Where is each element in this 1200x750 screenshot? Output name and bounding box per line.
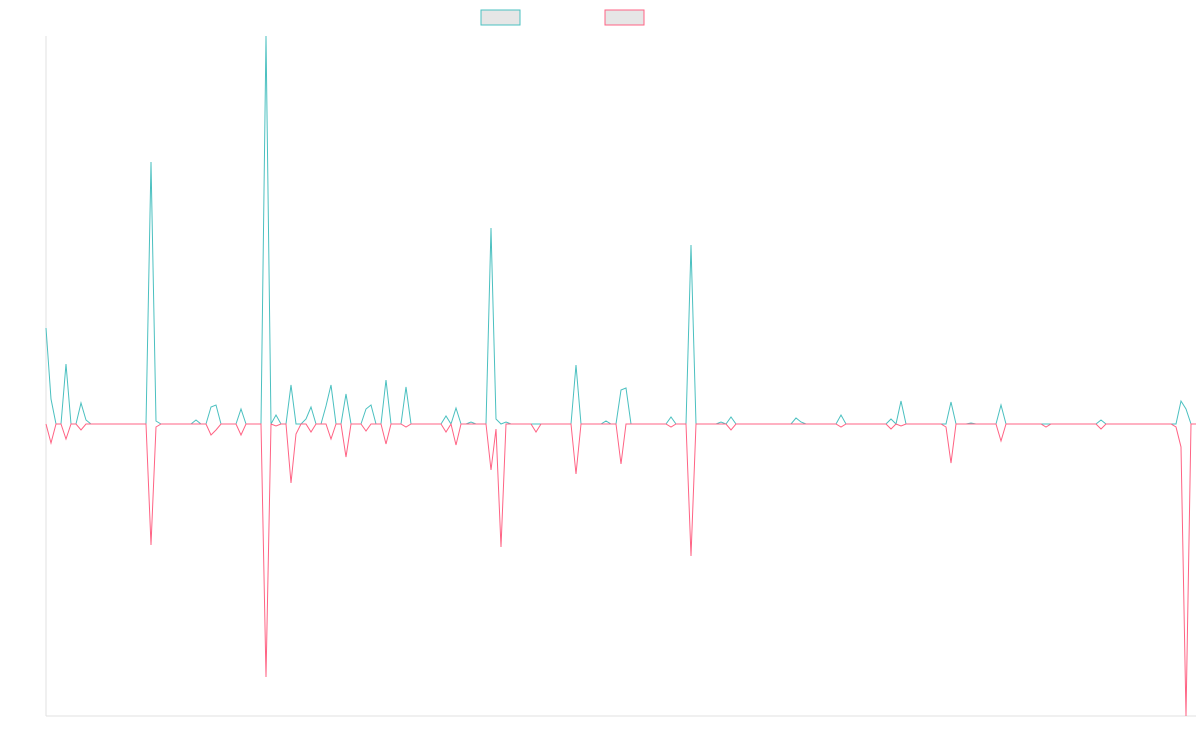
legend-swatch	[604, 9, 645, 26]
legend-swatch	[480, 9, 521, 26]
line-series	[45, 422, 1196, 717]
line-series	[45, 35, 1196, 426]
